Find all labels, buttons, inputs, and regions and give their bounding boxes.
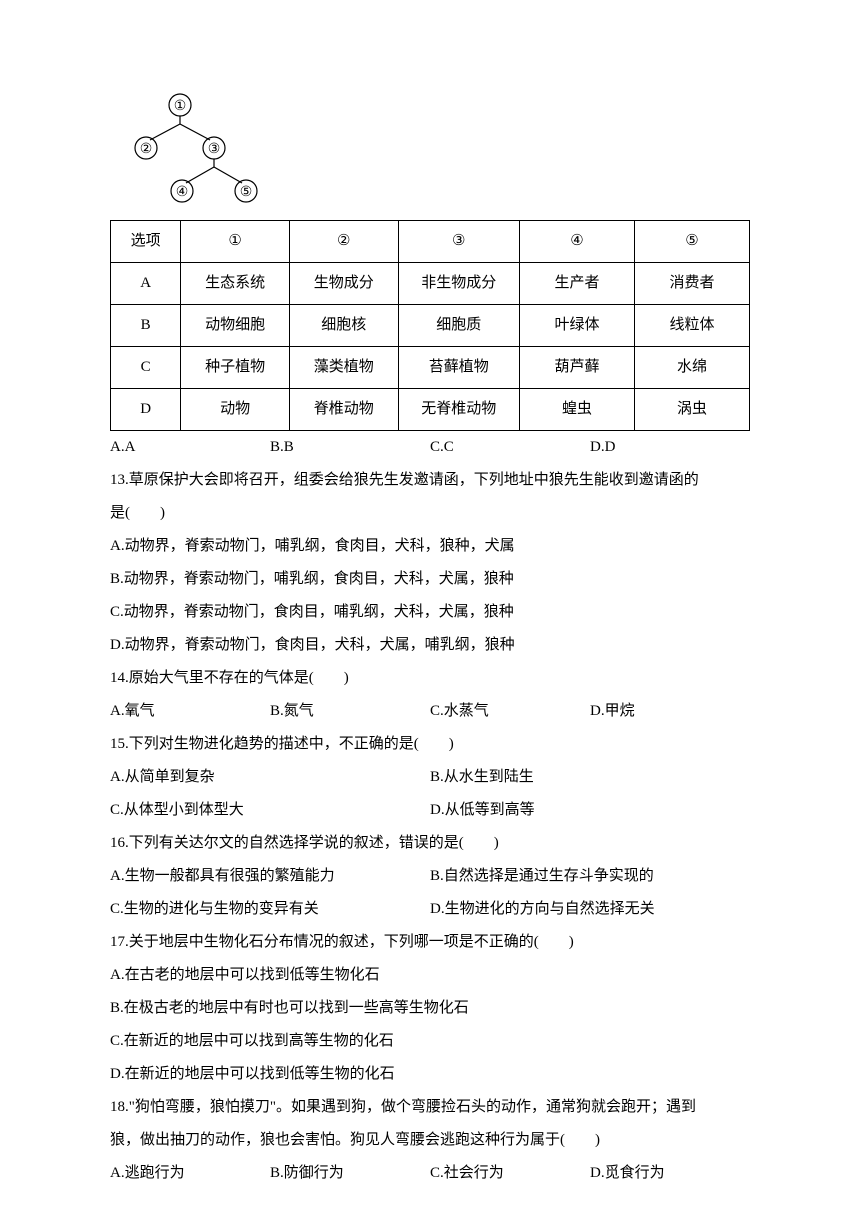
tree-node-2: ② [140,142,153,157]
table-header-cell: ⑤ [634,221,749,263]
option-b: B.从水生到陆生 [430,761,750,794]
table-header-row: 选项 ① ② ③ ④ ⑤ [111,221,750,263]
option-c: C.水蒸气 [430,695,590,728]
option-d: D.D [590,431,750,464]
table-cell: 生物成分 [289,263,398,305]
tree-node-3: ③ [208,142,221,157]
q13-option-d: D.动物界，脊索动物门，食肉目，犬科，犬属，哺乳纲，狼种 [110,629,750,662]
option-a: A.逃跑行为 [110,1157,270,1190]
table-header-cell: ④ [519,221,634,263]
option-a: A.生物一般都具有很强的繁殖能力 [110,860,430,893]
table-cell: 生产者 [519,263,634,305]
q17-option-d: D.在新近的地层中可以找到低等生物的化石 [110,1058,750,1091]
option-a: A.A [110,431,270,464]
option-d: D.生物进化的方向与自然选择无关 [430,893,750,926]
table-cell: 动物细胞 [181,305,290,347]
q15-options-cd: C.从体型小到体型大 D.从低等到高等 [110,794,750,827]
table-row: D 动物 脊椎动物 无脊椎动物 蝗虫 涡虫 [111,389,750,431]
tree-node-5: ⑤ [240,185,253,200]
table-cell: 细胞核 [289,305,398,347]
option-c: C.C [430,431,590,464]
q17-option-b: B.在极古老的地层中有时也可以找到一些高等生物化石 [110,992,750,1025]
option-d: D.甲烷 [590,695,750,728]
table-row: A 生态系统 生物成分 非生物成分 生产者 消费者 [111,263,750,305]
table-cell: 藻类植物 [289,347,398,389]
table-cell: 涡虫 [634,389,749,431]
table-cell: 消费者 [634,263,749,305]
q18-stem: 18."狗怕弯腰，狼怕摸刀"。如果遇到狗，做个弯腰捡石头的动作，通常狗就会跑开；… [110,1091,750,1124]
q15-options-ab: A.从简单到复杂 B.从水生到陆生 [110,761,750,794]
table-cell: 细胞质 [398,305,519,347]
table-header-cell: 选项 [111,221,181,263]
table-row: B 动物细胞 细胞核 细胞质 叶绿体 线粒体 [111,305,750,347]
table-cell: 非生物成分 [398,263,519,305]
q14-options: A.氧气 B.氮气 C.水蒸气 D.甲烷 [110,695,750,728]
option-a: A.氧气 [110,695,270,728]
q16-options-ab: A.生物一般都具有很强的繁殖能力 B.自然选择是通过生存斗争实现的 [110,860,750,893]
q16-stem: 16.下列有关达尔文的自然选择学说的叙述，错误的是( ) [110,827,750,860]
option-b: B.自然选择是通过生存斗争实现的 [430,860,750,893]
table-cell: 苔藓植物 [398,347,519,389]
table-cell: 生态系统 [181,263,290,305]
table-cell: A [111,263,181,305]
q13-option-b: B.动物界，脊索动物门，哺乳纲，食肉目，犬科，犬属，狼种 [110,563,750,596]
option-b: B.氮气 [270,695,430,728]
option-b: B.B [270,431,430,464]
q13-stem: 13.草原保护大会即将召开，组委会给狼先生发邀请函，下列地址中狼先生能收到邀请函… [110,464,750,497]
table-header-cell: ① [181,221,290,263]
table-cell: 叶绿体 [519,305,634,347]
q16-options-cd: C.生物的进化与生物的变异有关 D.生物进化的方向与自然选择无关 [110,893,750,926]
q18-options: A.逃跑行为 B.防御行为 C.社会行为 D.觅食行为 [110,1157,750,1190]
table-cell: 水绵 [634,347,749,389]
table-cell: 蝗虫 [519,389,634,431]
q18-stem-cont: 狼，做出抽刀的动作，狼也会害怕。狗见人弯腰会逃跑这种行为属于( ) [110,1124,750,1157]
table-row: C 种子植物 藻类植物 苔藓植物 葫芦藓 水绵 [111,347,750,389]
tree-node-4: ④ [176,185,189,200]
table-cell: 动物 [181,389,290,431]
tree-diagram: ① ② ③ ④ ⑤ [130,90,750,210]
q17-option-a: A.在古老的地层中可以找到低等生物化石 [110,959,750,992]
table-cell: 无脊椎动物 [398,389,519,431]
option-c: C.从体型小到体型大 [110,794,430,827]
q14-stem: 14.原始大气里不存在的气体是( ) [110,662,750,695]
q12-options: A.A B.B C.C D.D [110,431,750,464]
table-cell: B [111,305,181,347]
option-d: D.觅食行为 [590,1157,750,1190]
option-a: A.从简单到复杂 [110,761,430,794]
q13-option-c: C.动物界，脊索动物门，食肉目，哺乳纲，犬科，犬属，狼种 [110,596,750,629]
options-table: 选项 ① ② ③ ④ ⑤ A 生态系统 生物成分 非生物成分 生产者 消费者 B… [110,220,750,431]
q15-stem: 15.下列对生物进化趋势的描述中，不正确的是( ) [110,728,750,761]
tree-node-1: ① [174,99,187,114]
table-header-cell: ② [289,221,398,263]
option-c: C.生物的进化与生物的变异有关 [110,893,430,926]
table-cell: D [111,389,181,431]
q13-stem-cont: 是( ) [110,497,750,530]
table-cell: 葫芦藓 [519,347,634,389]
table-cell: C [111,347,181,389]
option-b: B.防御行为 [270,1157,430,1190]
q13-option-a: A.动物界，脊索动物门，哺乳纲，食肉目，犬科，狼种，犬属 [110,530,750,563]
table-cell: 线粒体 [634,305,749,347]
q17-stem: 17.关于地层中生物化石分布情况的叙述，下列哪一项是不正确的( ) [110,926,750,959]
table-cell: 种子植物 [181,347,290,389]
option-d: D.从低等到高等 [430,794,750,827]
table-header-cell: ③ [398,221,519,263]
q17-option-c: C.在新近的地层中可以找到高等生物的化石 [110,1025,750,1058]
option-c: C.社会行为 [430,1157,590,1190]
table-cell: 脊椎动物 [289,389,398,431]
